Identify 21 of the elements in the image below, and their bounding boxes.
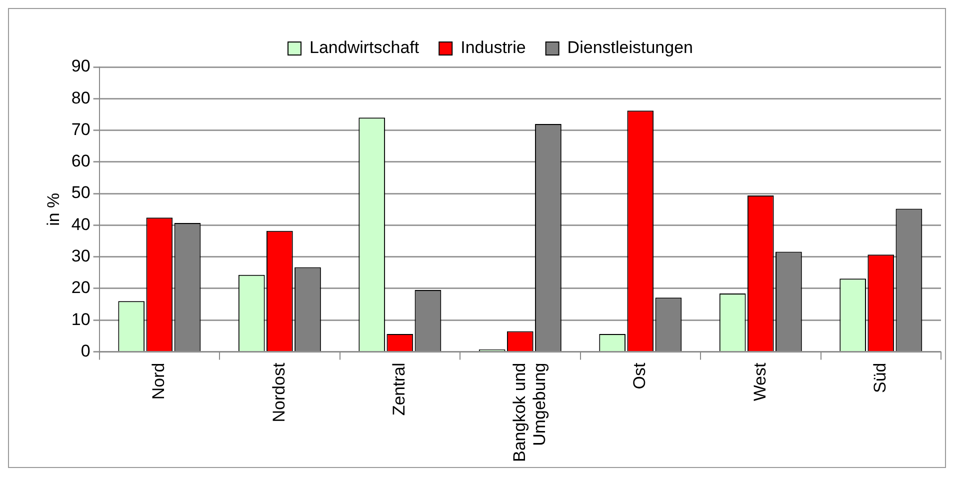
x-tick-label: Zentral	[390, 362, 409, 416]
y-axis-title: in %	[44, 192, 63, 226]
y-tick-label: 0	[80, 341, 90, 360]
y-tick-label: 60	[71, 152, 90, 171]
x-tick-label: Ost	[630, 362, 650, 390]
x-tick-label: Nord	[149, 362, 168, 400]
y-tick-label: 30	[71, 246, 90, 266]
y-tick-label: 80	[71, 88, 90, 108]
y-tick-label: 10	[71, 310, 90, 329]
x-tick-label: West	[750, 362, 770, 402]
legend-label: Dienstleistungen	[567, 38, 694, 58]
x-tick-label: Bangkok und Umgebung	[510, 362, 550, 462]
y-tick-label: 50	[71, 183, 90, 202]
x-tick-label: Süd	[870, 362, 890, 394]
y-tick-label: 70	[71, 120, 90, 139]
y-tick-label: 90	[71, 56, 90, 76]
legend-label: Industrie	[460, 38, 526, 58]
y-tick-label: 40	[71, 214, 90, 234]
legend-label: Landwirtschaft	[310, 38, 420, 58]
x-tick-label: Nordost	[269, 362, 288, 422]
y-tick-label: 20	[71, 278, 90, 298]
